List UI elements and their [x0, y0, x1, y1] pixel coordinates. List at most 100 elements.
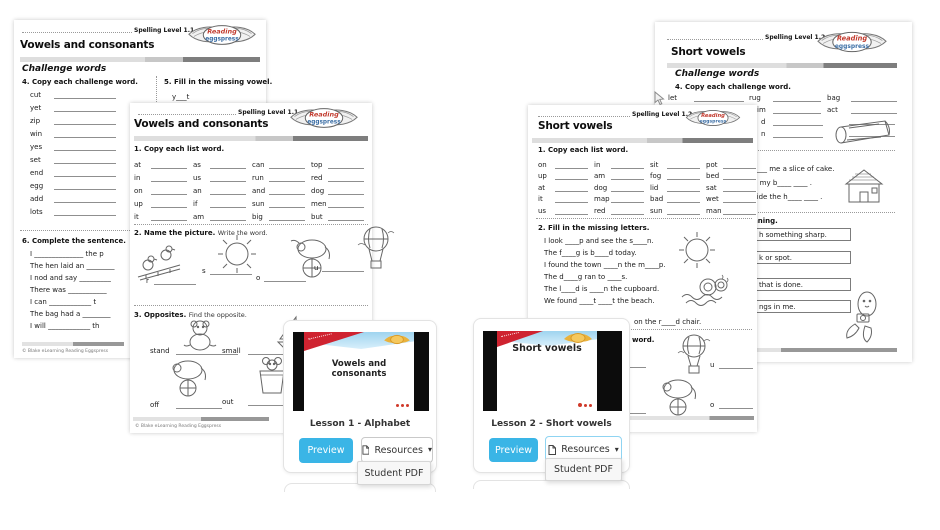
q-label-fragment: word. [632, 336, 655, 344]
level-label: Spelling Level 1.2 [632, 111, 693, 118]
q-number: 6. [22, 237, 30, 245]
preview-button[interactable]: Preview [299, 438, 353, 463]
worksheet-title: Vowels and consonants [20, 39, 155, 51]
list-word: bed [706, 172, 720, 181]
list-word: as [193, 161, 201, 169]
list-word: man [706, 206, 722, 215]
header-bar [667, 63, 897, 68]
sun-picture-2 [674, 229, 720, 271]
list-word: at [134, 161, 142, 169]
copyright: © Blake eLearning Reading Eggspress [135, 424, 222, 429]
slide-title: Vowels and consonants [331, 359, 387, 380]
challenge-word-fragment: d [761, 118, 766, 126]
mouse-cup-picture [252, 353, 292, 397]
list-word: on [134, 187, 143, 195]
divider [536, 329, 752, 330]
mouse-cursor-icon [654, 91, 665, 106]
resources-menu-item-student-pdf[interactable]: Student PDF [357, 461, 431, 485]
level-label: Spelling Level 1.1 [134, 27, 195, 34]
q-sublabel: Write the word. [217, 229, 268, 237]
list-word: if [193, 200, 198, 208]
sentence: The hen laid an ________ [30, 262, 115, 270]
lesson-title: Lesson 1 - Alphabet [309, 419, 411, 429]
meaning-heading-fragment: aning. [753, 217, 778, 225]
list-word: us [538, 206, 547, 215]
egg-character-picture [843, 290, 885, 344]
fill-vowel-item: y___t [172, 93, 190, 101]
preview-button[interactable]: Preview [489, 438, 538, 462]
list-word: us [193, 174, 202, 182]
q-label: Copy each list word. [547, 146, 629, 154]
level-label: Spelling Level 1.1 [238, 109, 299, 116]
list-word: in [134, 174, 141, 182]
list-word: am [193, 213, 205, 221]
q-number: 2. [134, 229, 142, 237]
challenge-word: cut [30, 91, 42, 99]
list-word: fog [650, 172, 662, 181]
footer-bar [133, 417, 269, 421]
sentence: The d____g ran to ____s. [544, 273, 628, 281]
sun-picture [216, 233, 258, 275]
header-bar [20, 57, 260, 62]
list-word: but [311, 213, 323, 221]
q-label: Copy each challenge word. [31, 78, 138, 86]
q-number: 1. [134, 145, 142, 153]
list-word: sit [650, 160, 659, 169]
q-label: Copy each challenge word. [684, 83, 791, 91]
q-number: 4. [22, 78, 30, 86]
challenge-word: egg [30, 182, 44, 190]
answer-letter: r [146, 277, 149, 285]
challenge-word-fragment: im [757, 106, 766, 114]
list-word: map [594, 195, 610, 204]
challenge-word: bag [827, 94, 841, 102]
header-bar [532, 138, 753, 143]
q-label: Name the picture. [143, 229, 216, 237]
challenge-word: set [30, 156, 41, 164]
list-word: run [252, 174, 264, 182]
list-word: big [252, 213, 263, 221]
chevron-down-icon: ▾ [427, 445, 432, 454]
list-word: men [311, 200, 327, 208]
list-word: at [538, 183, 546, 192]
resources-button[interactable]: Resources ▾ [361, 437, 433, 463]
challenge-word: add [30, 195, 44, 203]
elephant-ball-picture-2 [164, 357, 212, 399]
list-word: can [252, 161, 265, 169]
meaning-box: that is done. [753, 278, 851, 291]
list-word: bad [650, 195, 664, 204]
challenge-word: let [668, 94, 677, 102]
list-word: up [134, 200, 143, 208]
divider [538, 116, 630, 117]
worksheet-title: Short vowels [538, 120, 613, 132]
slide-title: Short vowels [512, 343, 582, 354]
challenge-word: rug [749, 94, 761, 102]
resources-menu-item-student-pdf[interactable]: Student PDF [545, 458, 622, 481]
challenge-word: act [827, 106, 838, 114]
list-word: pot [706, 160, 718, 169]
slide-preview: Vowels and consonants [304, 332, 414, 411]
list-word: dog [594, 183, 608, 192]
divider [138, 114, 236, 115]
footer-bar [22, 342, 124, 346]
lesson-title: Lesson 2 - Short vowels [491, 419, 612, 429]
reading-eggspress-logo [188, 25, 256, 45]
list-word: an [193, 187, 202, 195]
slide-pagination-dots [578, 403, 592, 407]
ribbon-script [308, 333, 332, 340]
next-card-peek [473, 480, 630, 489]
sentence-fragment: side the h____ ____ . [753, 193, 823, 201]
sentence: I found the town ____n the m____p. [544, 261, 666, 269]
q-label: Fill in the missing vowel. [173, 78, 273, 86]
answer-letter: o [710, 401, 715, 409]
footer-bar [665, 348, 897, 352]
list-word: sat [706, 183, 717, 192]
challenge-heading: Challenge words [22, 64, 107, 74]
q-number: 4. [675, 83, 683, 91]
chevron-down-icon: ▾ [614, 444, 619, 454]
list-word: lid [650, 183, 659, 192]
video-thumbnail[interactable]: Vowels and consonants [293, 332, 429, 411]
elephant-ball-picture [288, 235, 336, 279]
video-thumbnail[interactable]: Short vowels [483, 331, 622, 411]
q-sublabel: Find the opposite. [188, 311, 247, 319]
